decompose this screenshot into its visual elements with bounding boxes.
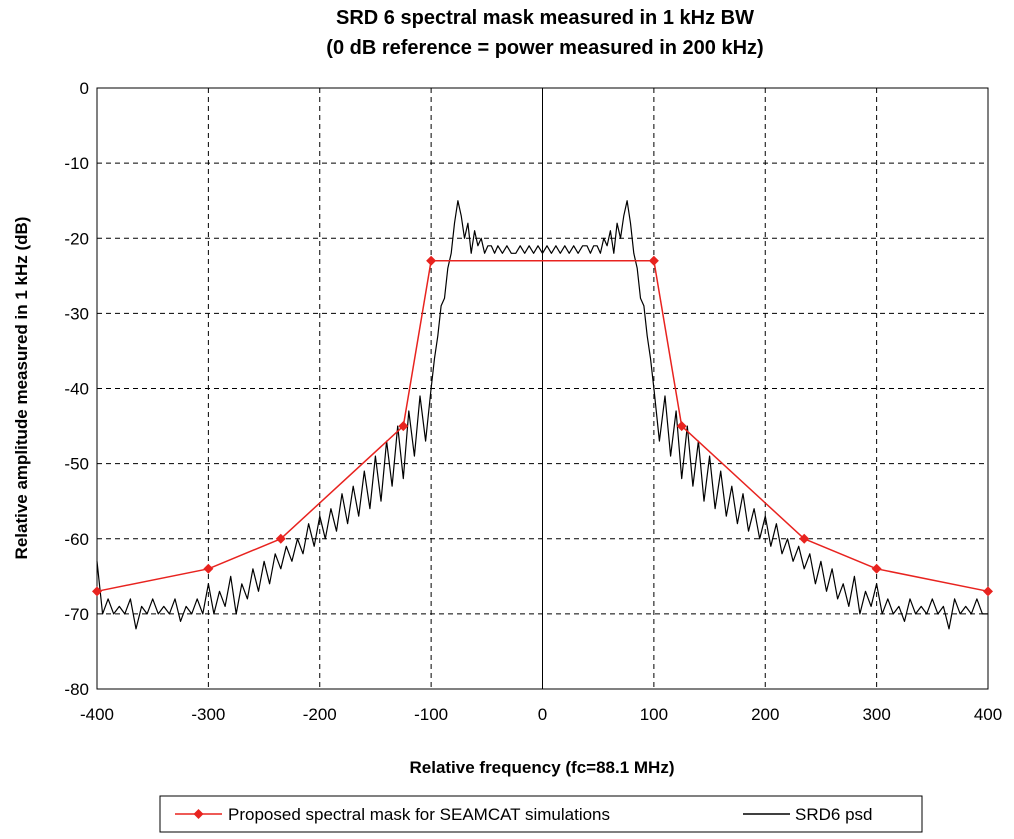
y-tick-label: -60 <box>64 530 89 549</box>
legend: Proposed spectral mask for SEAMCAT simul… <box>159 795 923 833</box>
y-tick-label: -50 <box>64 455 89 474</box>
x-tick-label: 200 <box>751 705 779 724</box>
x-tick-label: 100 <box>640 705 668 724</box>
y-tick-label: -80 <box>64 680 89 699</box>
y-tick-label: -30 <box>64 304 89 323</box>
y-tick-label: -20 <box>64 229 89 248</box>
chart-title: SRD 6 spectral mask measured in 1 kHz BW <box>336 7 754 29</box>
y-tick-labels: 0 -10 -20 -30 -40 -50 -60 -70 -80 <box>64 79 89 699</box>
gridlines <box>97 88 988 689</box>
mask-point <box>799 533 810 544</box>
mask-point <box>426 255 437 266</box>
y-tick-label: 0 <box>80 79 89 98</box>
mask-line <box>96 260 989 593</box>
mask-point <box>871 563 882 574</box>
mask-point <box>92 586 102 597</box>
mask-point <box>203 563 214 574</box>
x-tick-label: 400 <box>974 705 1002 724</box>
mask-point <box>676 421 687 432</box>
y-tick-label: -40 <box>64 380 89 399</box>
legend-box <box>159 795 923 833</box>
mask-point <box>398 421 409 432</box>
chart-subtitle: (0 dB reference = power measured in 200 … <box>326 37 763 59</box>
legend-marker-mask <box>193 809 204 819</box>
mask-point <box>275 533 286 544</box>
x-tick-label: -200 <box>303 705 337 724</box>
mask-point <box>983 586 993 597</box>
legend-label-psd: SRD6 psd <box>795 805 872 824</box>
y-tick-label: -70 <box>64 605 89 624</box>
y-tick-label: -10 <box>64 154 89 173</box>
y-axis-label: Relative amplitude measured in 1 kHz (dB… <box>12 217 31 560</box>
mask-point <box>648 255 659 266</box>
x-tick-label: -400 <box>80 705 114 724</box>
legend-label-mask: Proposed spectral mask for SEAMCAT simul… <box>228 805 610 824</box>
x-tick-labels: -400 -300 -200 -100 0 100 200 300 400 <box>80 705 1002 724</box>
x-tick-label: 300 <box>862 705 890 724</box>
x-axis-label: Relative frequency (fc=88.1 MHz) <box>409 758 674 777</box>
x-tick-label: -100 <box>414 705 448 724</box>
x-tick-label: 0 <box>538 705 547 724</box>
x-tick-label: -300 <box>191 705 225 724</box>
psd-line <box>96 200 988 630</box>
series-layer <box>92 200 993 630</box>
